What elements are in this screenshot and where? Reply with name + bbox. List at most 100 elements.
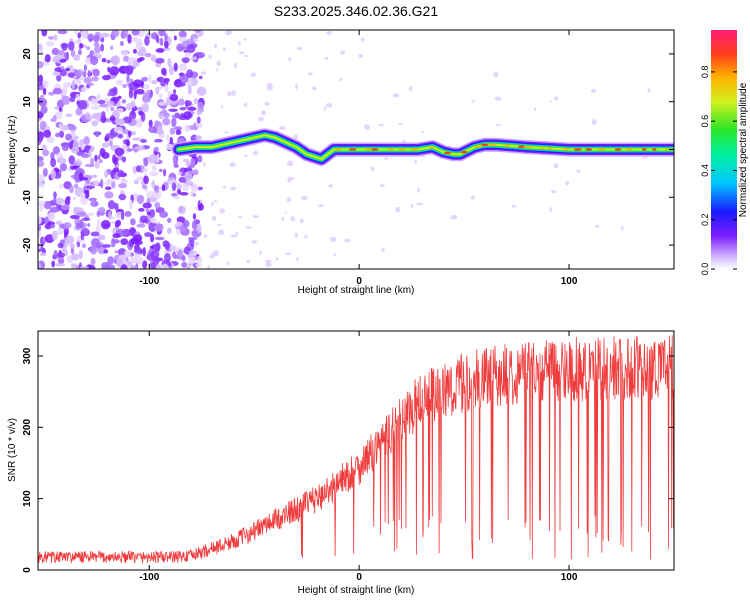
noise-speckle [75, 223, 81, 230]
ridge-hotspot [652, 148, 657, 151]
top-x-label: Height of straight line (km) [298, 285, 415, 296]
noise-speckle [127, 148, 133, 152]
noise-speckle [94, 154, 98, 162]
noise-speckle [87, 70, 92, 78]
noise-speckle [70, 165, 78, 170]
noise-speckle [178, 98, 185, 106]
noise-speckle [177, 46, 187, 51]
noise-speckle [80, 31, 88, 39]
ridge-hotspot [614, 148, 622, 151]
faint-speckle [450, 214, 458, 220]
faint-speckle [414, 159, 418, 164]
faint-speckle [237, 41, 241, 46]
noise-speckle [38, 155, 44, 162]
noise-speckle [76, 151, 84, 157]
noise-speckle [142, 260, 148, 269]
noise-speckle [78, 212, 87, 217]
chart-title: S233.2025.346.02.36.G21 [274, 3, 438, 19]
noise-speckle [136, 50, 143, 56]
faint-speckle [226, 90, 232, 97]
noise-speckle [38, 160, 45, 168]
noise-speckle [100, 32, 110, 38]
noise-speckle [70, 49, 76, 57]
noise-speckle [192, 169, 199, 176]
faint-speckle [226, 30, 233, 35]
noise-speckle [178, 36, 188, 42]
noise-speckle [154, 236, 165, 241]
ridge-hotspot [547, 147, 553, 150]
noise-speckle [142, 247, 146, 257]
faint-speckle [259, 250, 262, 256]
noise-speckle [84, 189, 90, 200]
ridge-hotspot [334, 148, 342, 151]
noise-speckle [190, 158, 196, 167]
faint-speckle [258, 117, 264, 122]
noise-speckle [156, 128, 164, 135]
noise-speckle [169, 93, 179, 102]
noise-speckle [128, 130, 132, 138]
faint-speckle [244, 154, 248, 158]
faint-speckle [217, 223, 222, 227]
noise-speckle [176, 183, 182, 190]
noise-speckle [133, 252, 141, 258]
faint-speckle [264, 101, 270, 106]
noise-speckle [106, 178, 115, 183]
colorbar-ticks: 0.0 0.2 0.4 0.6 0.8 [700, 66, 737, 275]
noise-speckle [177, 205, 186, 215]
noise-speckle [179, 107, 187, 111]
colorbar-tick-label: 0.6 [700, 115, 710, 128]
noise-speckle [120, 210, 125, 221]
snr-series-line [38, 335, 674, 564]
noise-speckle [197, 203, 205, 211]
noise-speckle [183, 111, 192, 120]
noise-speckle [162, 112, 170, 118]
noise-speckle [38, 74, 44, 84]
faint-speckle [265, 259, 272, 263]
faint-speckle [195, 263, 202, 267]
noise-speckle [116, 107, 124, 113]
ridge-hotspot [473, 145, 482, 148]
ridge-hotspot [562, 148, 569, 151]
faint-speckle [211, 251, 218, 257]
ridge-hotspot [348, 148, 357, 151]
faint-speckle [266, 82, 273, 88]
noise-speckle [173, 62, 178, 72]
faint-speckle [647, 88, 651, 93]
noise-speckle [79, 265, 89, 269]
noise-speckle [186, 265, 191, 269]
noise-speckle [122, 30, 129, 38]
noise-speckle [115, 118, 125, 126]
noise-speckle [117, 248, 127, 257]
noise-speckle [53, 250, 58, 258]
ridge-hotspot [625, 148, 633, 151]
faint-speckle [229, 162, 236, 168]
faint-speckle [303, 235, 308, 239]
noise-speckle [171, 182, 177, 192]
noise-speckle [161, 67, 167, 76]
noise-speckle [171, 117, 177, 128]
noise-speckle [106, 100, 115, 107]
faint-speckle [207, 264, 210, 269]
noise-speckle [88, 148, 92, 158]
noise-speckle [114, 250, 119, 254]
noise-speckle [132, 234, 143, 242]
noise-speckle [135, 88, 145, 95]
noise-speckle [133, 79, 144, 87]
noise-speckle [126, 74, 130, 84]
noise-speckle [141, 76, 148, 82]
noise-speckle [89, 246, 98, 255]
faint-speckle [286, 160, 294, 167]
noise-speckle [116, 79, 124, 86]
noise-speckle [159, 211, 169, 218]
noise-speckle [77, 32, 82, 39]
top-x-tick-label: -100 [139, 276, 159, 287]
faint-speckle [239, 51, 244, 55]
noise-speckle [58, 130, 65, 138]
bottom-plot-frame [37, 330, 675, 571]
faint-speckle [285, 252, 292, 256]
noise-speckle [38, 179, 43, 188]
noise-speckle [104, 186, 112, 190]
noise-speckle [129, 87, 133, 94]
noise-speckle [138, 207, 145, 212]
